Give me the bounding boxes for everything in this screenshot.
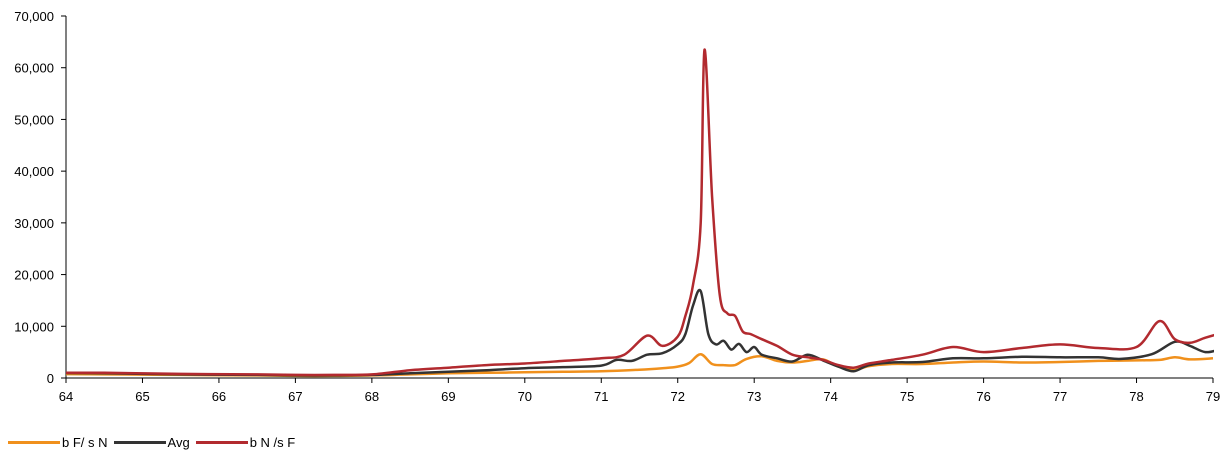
y-tick-label: 40,000 bbox=[14, 164, 54, 179]
x-tick-label: 78 bbox=[1129, 389, 1143, 404]
legend-swatch bbox=[113, 440, 166, 444]
x-tick-label: 66 bbox=[212, 389, 226, 404]
y-tick-label: 0 bbox=[47, 371, 54, 386]
x-tick-label: 71 bbox=[594, 389, 608, 404]
y-tick-label: 50,000 bbox=[14, 112, 54, 127]
legend-item: b N /s F bbox=[195, 434, 296, 450]
x-tick-label: 72 bbox=[670, 389, 684, 404]
x-tick-label: 68 bbox=[365, 389, 379, 404]
y-tick-label: 70,000 bbox=[14, 9, 54, 24]
x-axis: 64 65 66 67 68 69 70 71 72 73 74 75 76 77 78 79 bbox=[59, 377, 1220, 404]
y-tick-label: 30,000 bbox=[14, 216, 54, 231]
legend-swatch bbox=[8, 440, 60, 444]
x-tick-label: 77 bbox=[1053, 389, 1067, 404]
x-tick-label: 79 bbox=[1206, 389, 1220, 404]
y-tick-label: 20,000 bbox=[14, 268, 54, 283]
legend-label: Avg bbox=[167, 434, 190, 450]
legend-item: Avg bbox=[113, 434, 190, 450]
x-tick-label: 65 bbox=[135, 389, 149, 404]
y-tick-label: 60,000 bbox=[14, 61, 54, 76]
chart-legend: b F/ s N Avg b N /s F bbox=[8, 432, 301, 452]
x-tick-label: 67 bbox=[288, 389, 302, 404]
x-tick-label: 69 bbox=[441, 389, 455, 404]
x-tick-label: 64 bbox=[59, 389, 73, 404]
x-tick-label: 75 bbox=[900, 389, 914, 404]
legend-item: b F/ s N bbox=[8, 435, 108, 450]
legend-swatch bbox=[195, 440, 248, 444]
legend-label: b N /s F bbox=[249, 434, 296, 450]
line-chart: 0 10,000 20,000 30,000 40,000 50,000 60,000 70,… bbox=[14, 9, 1220, 404]
x-tick-label: 73 bbox=[747, 389, 761, 404]
y-axis: 0 10,000 20,000 30,000 40,000 50,000 60,000 70,… bbox=[14, 9, 67, 386]
series-line-3 bbox=[66, 48, 1214, 377]
series-line-2 bbox=[66, 288, 1214, 377]
x-tick-label: 70 bbox=[518, 389, 532, 404]
x-tick-label: 74 bbox=[823, 389, 837, 404]
plot-series bbox=[66, 48, 1214, 378]
x-tick-label: 76 bbox=[976, 389, 990, 404]
legend-label: b F/ s N bbox=[62, 434, 108, 450]
y-tick-label: 10,000 bbox=[14, 319, 54, 334]
